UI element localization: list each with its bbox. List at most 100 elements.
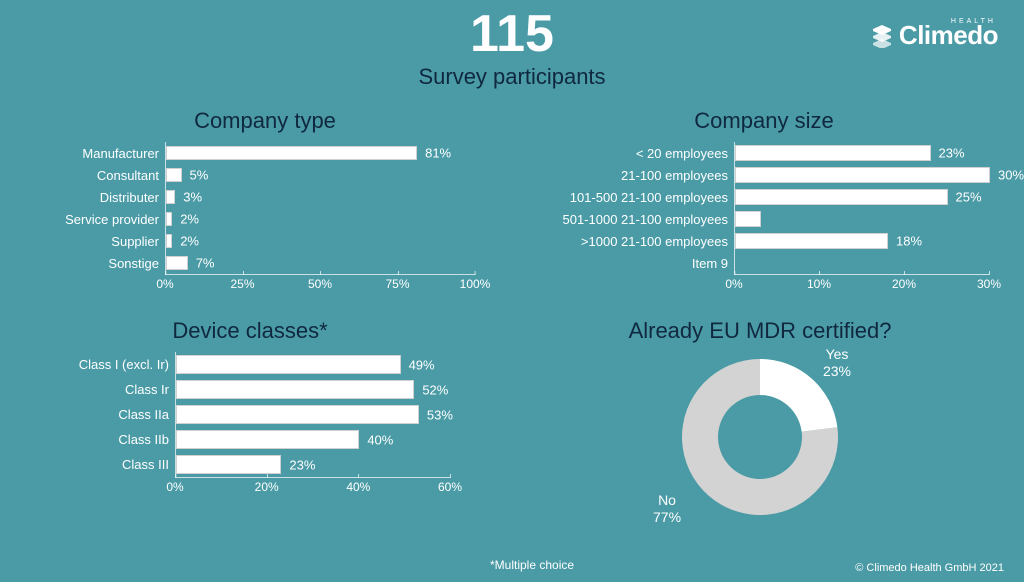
hbar-row: Class III 23% [50, 452, 450, 477]
hbar-row: Service provider2% [50, 208, 480, 230]
x-axis: 0%25%50%75%100% [165, 274, 475, 292]
hbar-row: 501-1000 21-100 employees [534, 208, 994, 230]
hbar-area [734, 252, 989, 274]
headline-subtitle: Survey participants [0, 64, 1024, 90]
hbar-value: 52% [422, 382, 448, 397]
hbar-bar [166, 146, 417, 160]
x-tick: 50% [308, 277, 332, 291]
hbar-label: Manufacturer [50, 146, 165, 161]
hbar-bar [166, 212, 172, 226]
hbar-label: Sonstige [50, 256, 165, 271]
hbar-bar [176, 405, 419, 424]
hbar-value: 49% [409, 357, 435, 372]
hbar-row: Sonstige 7% [50, 252, 480, 274]
hbar-label: >1000 21-100 employees [534, 234, 734, 249]
x-tick: 0% [156, 277, 173, 291]
hbar-area: 23% [175, 452, 450, 477]
hbar-label: Distributer [50, 190, 165, 205]
company-size-chart: < 20 employees23%21-100 employees30%101-… [534, 142, 994, 292]
hbar-row: Class IIa 53% [50, 402, 450, 427]
hbar-value: 53% [427, 407, 453, 422]
chart-grid: Company type Manufacturer 81% Consultant 5%… [0, 108, 1024, 538]
x-tick: 0% [166, 480, 183, 494]
chart-title: Company type [50, 108, 480, 134]
device-classes-chart: Class I (excl. Ir) 49% Class Ir 52% Class II… [50, 352, 450, 495]
hbar-row: Class I (excl. Ir) 49% [50, 352, 450, 377]
hbar-label: Class IIa [50, 407, 175, 422]
hbar-label: Class III [50, 457, 175, 472]
hbar-row: 21-100 employees30% [534, 164, 994, 186]
hbar-value: 18% [896, 234, 922, 249]
hbar-value: 25% [956, 190, 982, 205]
hbar-value: 23% [939, 146, 965, 161]
x-tick: 10% [807, 277, 831, 291]
hbar-value: 30% [998, 168, 1024, 183]
hbar-label: Service provider [50, 212, 165, 227]
panel-company-size: Company size < 20 employees23%21-100 emp… [534, 108, 994, 292]
hbar-bar [176, 455, 281, 474]
brand-logo: HEALTH Climedo [871, 20, 998, 51]
chart-title: Already EU MDR certified? [560, 318, 960, 344]
hbar-label: 501-1000 21-100 employees [534, 212, 734, 227]
hbar-value: 2% [180, 234, 199, 249]
hbar-area: 81% [165, 142, 475, 164]
hbar-bar [735, 233, 888, 249]
hbar-value: 81% [425, 146, 451, 161]
hbar-label: Consultant [50, 168, 165, 183]
hbar-area: 25% [734, 186, 989, 208]
hbar-bar [735, 145, 931, 161]
panel-company-type: Company type Manufacturer 81% Consultant 5%… [50, 108, 480, 292]
hbar-value: 23% [289, 457, 315, 472]
hbar-label: 101-500 21-100 employees [534, 190, 734, 205]
x-tick: 40% [346, 480, 370, 494]
x-tick: 30% [977, 277, 1001, 291]
hbar-row: >1000 21-100 employees 18% [534, 230, 994, 252]
hbar-area: 2% [165, 230, 475, 252]
hbar-bar [735, 211, 761, 227]
hbar-value: 40% [367, 432, 393, 447]
hbar-row: Manufacturer 81% [50, 142, 480, 164]
logo-icon [871, 24, 893, 48]
hbar-row: Class IIb 40% [50, 427, 450, 452]
footnote: *Multiple choice [490, 558, 574, 572]
copyright: © Climedo Health GmbH 2021 [855, 562, 1004, 574]
hbar-bar [166, 256, 188, 270]
x-axis: 0%20%40%60% [175, 477, 450, 495]
x-tick: 20% [892, 277, 916, 291]
hbar-row: Item 9 [534, 252, 994, 274]
x-axis: 0%10%20%30% [734, 274, 989, 292]
hbar-bar [735, 167, 990, 183]
donut-no-label: No 77% [653, 492, 681, 526]
hbar-row: Distributer 3% [50, 186, 480, 208]
hbar-value: 5% [190, 168, 209, 183]
chart-title: Device classes* [50, 318, 450, 344]
hbar-area: 2% [165, 208, 475, 230]
donut-svg [675, 352, 845, 522]
hbar-row: Consultant 5% [50, 164, 480, 186]
x-tick: 75% [385, 277, 409, 291]
hbar-value: 3% [183, 190, 202, 205]
hbar-label: 21-100 employees [534, 168, 734, 183]
hbar-bar [176, 380, 414, 399]
donut-yes-label: Yes 23% [823, 346, 851, 380]
x-tick: 60% [438, 480, 462, 494]
hbar-bar [166, 190, 175, 204]
hbar-area: 18% [734, 230, 989, 252]
hbar-area: 30% [734, 164, 989, 186]
mdr-donut: Yes 23% No 77% [675, 352, 845, 522]
hbar-label: Class Ir [50, 382, 175, 397]
chart-title: Company size [534, 108, 994, 134]
hbar-bar [166, 168, 182, 182]
hbar-value: 7% [196, 256, 215, 271]
hbar-bar [735, 189, 948, 205]
hbar-area: 40% [175, 427, 450, 452]
x-tick: 100% [460, 277, 491, 291]
hbar-row: Supplier2% [50, 230, 480, 252]
hbar-label: Class I (excl. Ir) [50, 357, 175, 372]
hbar-area: 3% [165, 186, 475, 208]
hbar-label: Class IIb [50, 432, 175, 447]
hbar-area: 49% [175, 352, 450, 377]
hbar-area: 5% [165, 164, 475, 186]
panel-mdr-certified: Already EU MDR certified? Yes 23% No 77% [560, 318, 960, 522]
hbar-area: 53% [175, 402, 450, 427]
